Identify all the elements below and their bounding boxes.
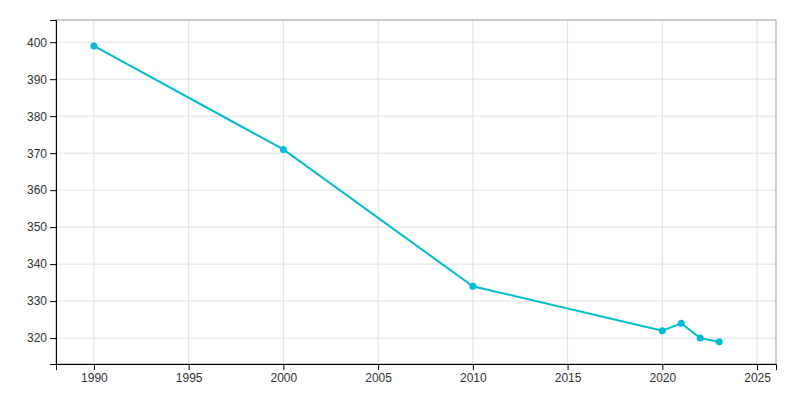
grid-line-x xyxy=(662,20,663,364)
x-tick-label: 2010 xyxy=(460,371,487,385)
y-tick-mark xyxy=(50,42,56,43)
y-tick-label: 370 xyxy=(27,147,47,161)
y-tick-mark xyxy=(50,227,56,228)
point xyxy=(90,42,97,49)
x-tick-mark xyxy=(283,364,284,370)
y-tick-mark xyxy=(50,338,56,339)
x-tick-label: 2015 xyxy=(555,371,582,385)
x-tick: 2000 xyxy=(271,364,298,385)
x-tick: 1995 xyxy=(176,364,203,385)
grid-line-x xyxy=(472,20,473,364)
y-tick-label: 320 xyxy=(27,331,47,345)
point xyxy=(716,338,723,345)
x-tick: 2005 xyxy=(365,364,392,385)
y-tick-label: 350 xyxy=(27,220,47,234)
x-tick-mark xyxy=(94,364,95,370)
y-tick-label: 340 xyxy=(27,257,47,271)
x-tick: 1990 xyxy=(81,364,108,385)
y-tick-mark xyxy=(50,116,56,117)
grid-line-x xyxy=(93,20,94,364)
point xyxy=(697,335,704,342)
plot: 1990 1995 2000 2005 2010 2015 2020 2025 320 330 34… xyxy=(27,20,777,385)
x-tick-mark xyxy=(378,364,379,370)
grid-line-x xyxy=(378,20,379,364)
grid-line-x xyxy=(188,20,189,364)
x-axis-line xyxy=(57,365,777,371)
grid-line-y xyxy=(56,79,776,80)
y-tick-label: 330 xyxy=(27,294,47,308)
y-tick-mark xyxy=(50,153,56,154)
point xyxy=(659,327,666,334)
x-tick-mark xyxy=(662,364,663,370)
point xyxy=(469,283,476,290)
grid-line-y xyxy=(56,301,776,302)
y-tick-mark xyxy=(50,264,56,265)
x-tick-label: 2000 xyxy=(271,371,298,385)
x-tick: 2025 xyxy=(744,364,771,385)
x-tick-label: 2020 xyxy=(649,371,676,385)
grid-line-x xyxy=(757,20,758,364)
y-tick: 400 xyxy=(27,36,56,50)
y-tick: 390 xyxy=(27,73,56,87)
y-tick: 320 xyxy=(27,331,56,345)
x-tick-label: 2025 xyxy=(744,371,771,385)
y-tick-label: 380 xyxy=(27,110,47,124)
x-tick-mark xyxy=(568,364,569,370)
grid-line-y xyxy=(56,153,776,154)
y-tick: 370 xyxy=(27,147,56,161)
y-tick-label: 400 xyxy=(27,36,47,50)
grid-line-y xyxy=(56,42,776,43)
grid-line-x xyxy=(567,20,568,364)
x-tick-label: 1990 xyxy=(81,371,108,385)
x-tick-mark xyxy=(473,364,474,370)
x-tick-mark xyxy=(189,364,190,370)
x-tick: 2015 xyxy=(555,364,582,385)
grid-line-y xyxy=(56,190,776,191)
grid xyxy=(56,20,776,364)
x-tick-label: 1995 xyxy=(176,371,203,385)
grid-line-y xyxy=(56,227,776,228)
x-tick: 2010 xyxy=(460,364,487,385)
x-tick-label: 2005 xyxy=(365,371,392,385)
x-tick: 2020 xyxy=(649,364,676,385)
plot-frame xyxy=(56,20,776,364)
grid-line-y xyxy=(56,338,776,339)
point xyxy=(280,146,287,153)
y-tick-mark xyxy=(50,301,56,302)
y-tick-label: 390 xyxy=(27,73,47,87)
y-tick: 330 xyxy=(27,294,56,308)
x-tick-mark xyxy=(757,364,758,370)
marks xyxy=(90,42,722,345)
y-axis-line xyxy=(50,21,57,365)
x-axis: 1990 1995 2000 2005 2010 2015 2020 2025 xyxy=(57,364,777,385)
line xyxy=(94,46,719,342)
grid-line-y xyxy=(56,264,776,265)
y-axis: 320 330 340 350 360 370 380 390 400 xyxy=(27,21,57,365)
chart: 1990 1995 2000 2005 2010 2015 2020 2025 320 330 34… xyxy=(0,0,800,400)
y-tick: 380 xyxy=(27,110,56,124)
point xyxy=(678,320,685,327)
y-tick-mark xyxy=(50,79,56,80)
y-tick: 350 xyxy=(27,220,56,234)
y-tick: 340 xyxy=(27,257,56,271)
y-tick: 360 xyxy=(27,183,56,197)
y-tick-label: 360 xyxy=(27,183,47,197)
grid-line-y xyxy=(56,116,776,117)
grid-line-x xyxy=(283,20,284,364)
y-tick-mark xyxy=(50,190,56,191)
